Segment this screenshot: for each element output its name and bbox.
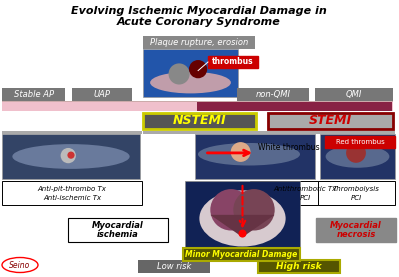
Text: Seino: Seino — [9, 260, 31, 270]
Bar — [237, 88, 309, 101]
Bar — [2, 101, 393, 102]
Circle shape — [67, 152, 75, 159]
Text: NSTEMI: NSTEMI — [173, 114, 226, 127]
Bar — [2, 88, 65, 101]
Circle shape — [168, 63, 190, 84]
Text: Thrombolysis: Thrombolysis — [333, 186, 380, 192]
Circle shape — [61, 148, 76, 163]
Text: Low risk: Low risk — [157, 262, 191, 271]
Ellipse shape — [326, 145, 389, 168]
Bar — [72, 88, 132, 101]
Bar — [2, 101, 393, 111]
Bar — [325, 136, 395, 148]
Ellipse shape — [198, 143, 300, 165]
Bar — [183, 248, 300, 261]
Ellipse shape — [150, 72, 231, 93]
Text: PCI: PCI — [299, 195, 311, 201]
Bar — [250, 181, 360, 205]
Bar — [2, 181, 142, 205]
Text: Anti-pit-thrombo Tx: Anti-pit-thrombo Tx — [38, 186, 107, 192]
Bar — [208, 56, 258, 68]
Circle shape — [231, 142, 251, 162]
Text: STEMI: STEMI — [309, 114, 352, 127]
Ellipse shape — [12, 144, 130, 169]
Bar — [143, 36, 255, 49]
Text: Acute Coronary Syndrome: Acute Coronary Syndrome — [117, 17, 281, 27]
Text: thrombus: thrombus — [212, 58, 254, 66]
Text: Antithrombotic Tx: Antithrombotic Tx — [273, 186, 337, 192]
Text: Anti-ischemic Tx: Anti-ischemic Tx — [43, 195, 101, 201]
Bar — [2, 134, 140, 179]
Circle shape — [189, 60, 207, 78]
Text: Myocardial: Myocardial — [330, 221, 382, 230]
Bar — [315, 88, 393, 101]
Bar — [195, 134, 315, 179]
Text: ischemia: ischemia — [97, 230, 139, 239]
Bar — [185, 181, 300, 253]
Circle shape — [239, 230, 247, 238]
Circle shape — [233, 189, 275, 230]
Bar — [2, 131, 142, 134]
Bar — [320, 134, 395, 179]
Text: UAP: UAP — [93, 90, 111, 99]
Text: Evolving Ischemic Myocardial Damage in: Evolving Ischemic Myocardial Damage in — [71, 6, 327, 16]
Ellipse shape — [200, 190, 286, 247]
Text: White thrombus: White thrombus — [258, 142, 320, 152]
Text: High risk: High risk — [276, 262, 322, 271]
Bar — [268, 113, 393, 129]
Text: Red thrombus: Red thrombus — [336, 139, 384, 145]
Text: PCI: PCI — [351, 195, 362, 201]
Bar — [258, 260, 340, 273]
Bar — [318, 181, 395, 205]
Text: Minor Myocardial Damage: Minor Myocardial Damage — [186, 250, 298, 259]
Circle shape — [210, 189, 252, 230]
Bar — [68, 218, 168, 242]
Text: Myocardial: Myocardial — [92, 221, 144, 230]
Text: Plaque rupture, erosion: Plaque rupture, erosion — [150, 38, 248, 47]
Bar — [143, 131, 395, 134]
Text: Stable AP: Stable AP — [14, 90, 53, 99]
Bar — [138, 260, 210, 273]
Text: QMI: QMI — [346, 90, 362, 99]
Bar — [316, 218, 396, 242]
Polygon shape — [210, 215, 275, 237]
Text: necrosis: necrosis — [336, 230, 376, 239]
Bar — [197, 101, 392, 111]
Text: non-QMI: non-QMI — [255, 90, 290, 99]
Bar — [143, 113, 256, 129]
Circle shape — [346, 143, 366, 163]
Bar — [143, 49, 238, 97]
